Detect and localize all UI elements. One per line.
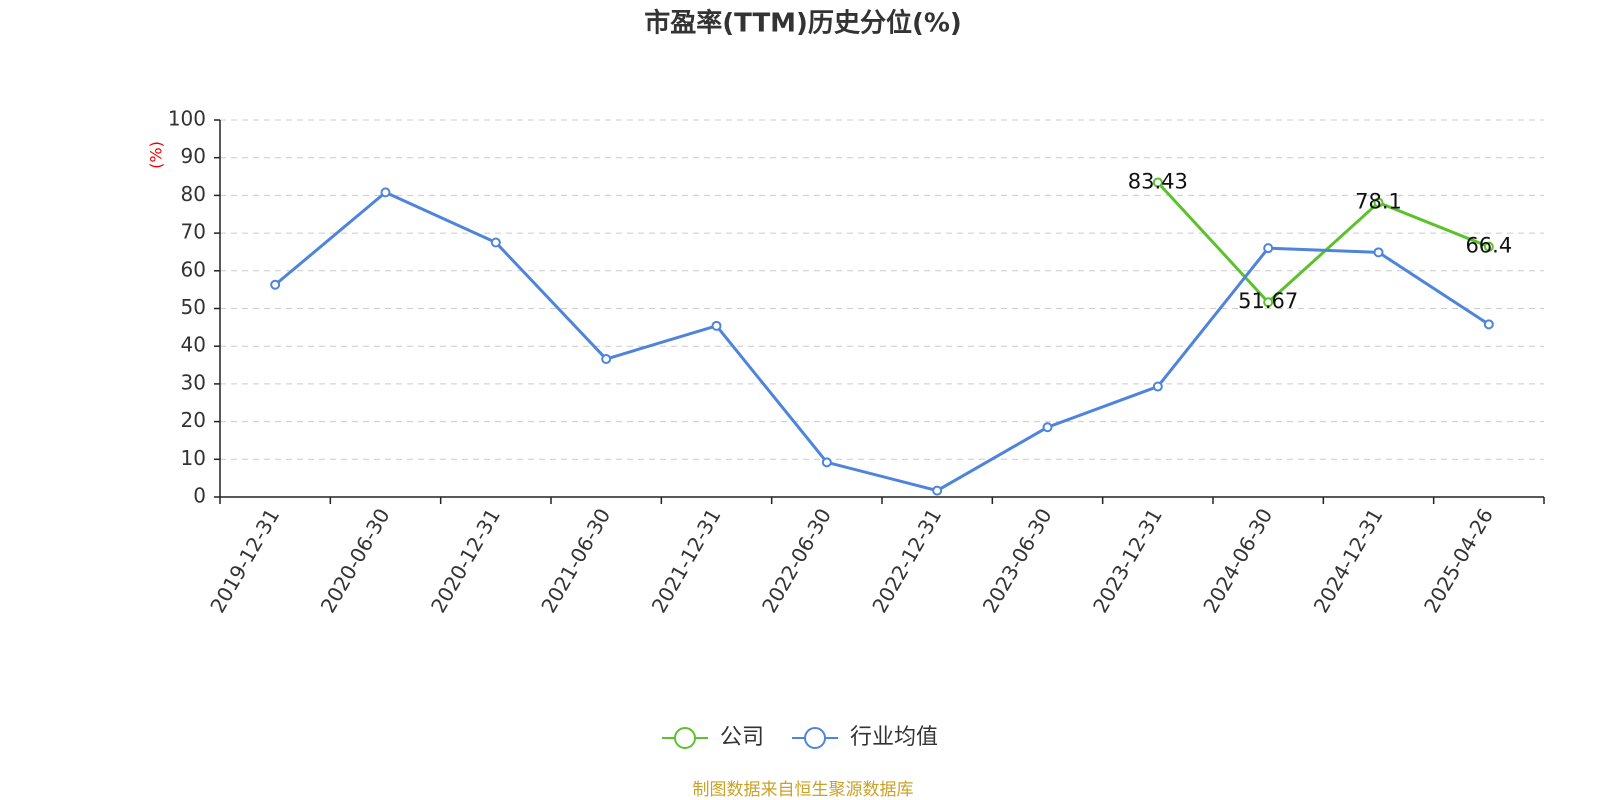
y-tick-label: 40: [181, 333, 206, 357]
point: [1263, 297, 1274, 308]
x-tick-label: 2024-06-30: [1198, 504, 1277, 617]
x-tick-label: 2019-12-31: [205, 504, 284, 617]
x-tick-label: 2023-12-31: [1088, 504, 1167, 617]
x-tick-label: 2020-12-31: [426, 504, 505, 617]
point: [711, 320, 722, 331]
x-tick-label: 2024-12-31: [1309, 504, 1388, 617]
y-tick-label: 0: [193, 484, 206, 508]
point: [1042, 422, 1053, 433]
y-tick-label: 20: [181, 408, 206, 432]
y-tick-label: 60: [181, 257, 206, 281]
x-tick-label: 2025-04-26: [1419, 504, 1498, 617]
y-tick-label: 50: [181, 295, 206, 319]
series-line: [274, 190, 1490, 493]
data-label: 78.1: [1355, 190, 1402, 214]
point: [1483, 319, 1494, 330]
point: [1373, 197, 1384, 208]
x-tick-label: 2021-06-30: [536, 504, 615, 617]
point: [601, 354, 612, 365]
point: [1373, 247, 1384, 258]
point: [1152, 381, 1163, 392]
data-label: 83.43: [1128, 169, 1188, 193]
y-tick-label: 30: [181, 370, 206, 394]
y-tick-label: 70: [181, 220, 206, 244]
legend-symbol[interactable]: [674, 727, 696, 749]
y-axis-label: (%): [147, 141, 166, 169]
series-line: [1156, 181, 1490, 305]
data-label: 51.67: [1238, 289, 1298, 313]
source-note: 制图数据来自恒生聚源数据库: [693, 780, 914, 800]
x-tick-label: 2023-06-30: [978, 504, 1057, 617]
y-tick-label: 90: [181, 144, 206, 168]
point: [1263, 243, 1274, 254]
x-tick-label: 2021-12-31: [647, 504, 726, 617]
point: [1152, 177, 1163, 188]
point: [490, 237, 501, 248]
y-tick-label: 80: [181, 182, 206, 206]
x-tick-label: 2022-06-30: [757, 504, 836, 617]
x-tick-label: 2022-12-31: [867, 504, 946, 617]
point: [270, 279, 281, 290]
chart-title: 市盈率(TTM)历史分位(%): [644, 8, 962, 39]
y-tick-label: 100: [168, 107, 206, 131]
point: [380, 187, 391, 198]
data-label: 66.4: [1465, 234, 1512, 258]
legend-label[interactable]: 行业均值: [850, 725, 938, 750]
x-tick-label: 2020-06-30: [316, 504, 395, 617]
point: [1483, 241, 1494, 252]
point: [932, 485, 943, 496]
point: [821, 457, 832, 468]
legend-symbol[interactable]: [804, 727, 827, 749]
legend-label[interactable]: 公司: [720, 725, 764, 750]
y-tick-label: 10: [181, 446, 206, 470]
